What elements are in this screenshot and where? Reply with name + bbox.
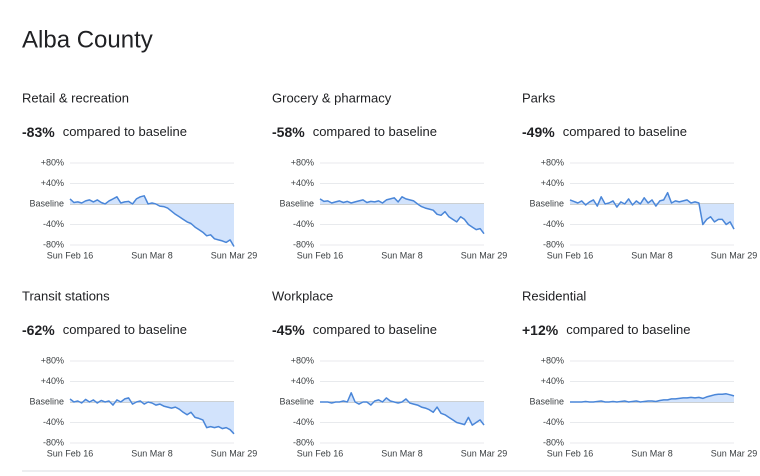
line [570,393,735,403]
y-tick-label: -80% [43,239,64,249]
x-tick-label: Sun Feb 16 [547,250,594,260]
panel-summary: -83% compared to baseline [22,124,187,140]
y-tick-label: +80% [541,157,564,167]
panel: Retail & recreation -83% compared to basel… [22,90,257,260]
panel-summary: +12% compared to baseline [522,322,691,338]
area [570,393,734,402]
line [569,191,735,230]
y-tick-label: +40% [291,376,314,386]
y-tick-label: +80% [41,157,64,167]
x-tick-label: Sun Mar 8 [131,250,173,260]
change-note: compared to baseline [63,124,187,139]
page-title: Alba County [22,26,153,53]
y-tick-label: -40% [543,417,564,427]
y-tick-label: +80% [41,355,64,365]
y-tick-label: Baseline [529,198,564,208]
panel-summary: -58% compared to baseline [272,124,437,140]
line [69,195,235,247]
panel-title: Retail & recreation [22,90,129,105]
area [570,192,734,230]
change: -58% [272,124,305,140]
y-tick-label: -80% [293,239,314,249]
x-tick-label: Sun Feb 16 [47,250,94,260]
y-tick-label: Baseline [529,396,564,406]
change: -45% [272,322,305,338]
panel: Transit stations -62% compared to baseline… [22,288,257,458]
y-tick-label: -80% [293,437,314,447]
change: -62% [22,322,55,338]
y-tick-label: Baseline [279,198,314,208]
panel-title: Workplace [272,288,333,303]
change-note: compared to baseline [63,322,187,337]
area [70,195,234,247]
y-tick-label: Baseline [279,396,314,406]
y-tick-label: +40% [541,178,564,188]
change-note: compared to baseline [313,124,437,139]
panel: Parks -49% compared to baseline +80% +40% Bas… [522,90,757,260]
panel-summary: -45% compared to baseline [272,322,437,338]
area [70,397,234,434]
change: +12% [522,322,559,338]
x-tick-label: Sun Mar 8 [631,448,673,458]
y-tick-label: -80% [543,437,564,447]
panel-summary: -62% compared to baseline [22,322,187,338]
panel-title: Parks [522,90,556,105]
x-tick-label: Sun Mar 29 [711,250,758,260]
y-tick-label: -40% [543,219,564,229]
panel-title: Residential [522,288,586,303]
x-tick-label: Sun Mar 8 [631,250,673,260]
change: -83% [22,124,55,140]
y-tick-label: -40% [43,219,64,229]
y-tick-label: -40% [293,417,314,427]
y-tick-label: +80% [541,355,564,365]
panel: Residential +12% compared to baseline +80% +… [522,288,757,458]
y-tick-label: Baseline [29,198,64,208]
x-tick-label: Sun Mar 29 [211,448,258,458]
panel-title: Grocery & pharmacy [272,90,392,105]
x-tick-label: Sun Mar 8 [381,448,423,458]
panel-summary: -49% compared to baseline [522,124,687,140]
x-tick-label: Sun Mar 8 [131,448,173,458]
y-tick-label: +80% [291,355,314,365]
line [319,196,485,235]
area [320,196,484,234]
x-tick-label: Sun Mar 8 [381,250,423,260]
y-tick-label: +40% [41,376,64,386]
y-tick-label: -80% [43,437,64,447]
area [320,392,484,426]
x-tick-label: Sun Mar 29 [211,250,258,260]
y-tick-label: +80% [291,157,314,167]
y-tick-label: Baseline [29,396,64,406]
panel: Grocery & pharmacy -58% compared to baseli… [272,90,507,260]
panel: Workplace -45% compared to baseline +80% +40… [272,288,507,458]
y-tick-label: +40% [541,376,564,386]
line [320,392,485,426]
y-tick-label: -40% [293,219,314,229]
y-tick-label: -80% [543,239,564,249]
x-tick-label: Sun Feb 16 [297,448,344,458]
x-tick-label: Sun Mar 29 [461,448,508,458]
panel-title: Transit stations [22,288,110,303]
y-tick-label: +40% [41,178,64,188]
x-tick-label: Sun Mar 29 [711,448,758,458]
change-note: compared to baseline [566,322,690,337]
x-tick-label: Sun Feb 16 [547,448,594,458]
y-tick-label: +40% [291,178,314,188]
x-tick-label: Sun Feb 16 [297,250,344,260]
x-tick-label: Sun Feb 16 [47,448,94,458]
change: -49% [522,124,555,140]
change-note: compared to baseline [563,124,687,139]
line [69,397,235,435]
x-tick-label: Sun Mar 29 [461,250,508,260]
change-note: compared to baseline [313,322,437,337]
y-tick-label: -40% [43,417,64,427]
